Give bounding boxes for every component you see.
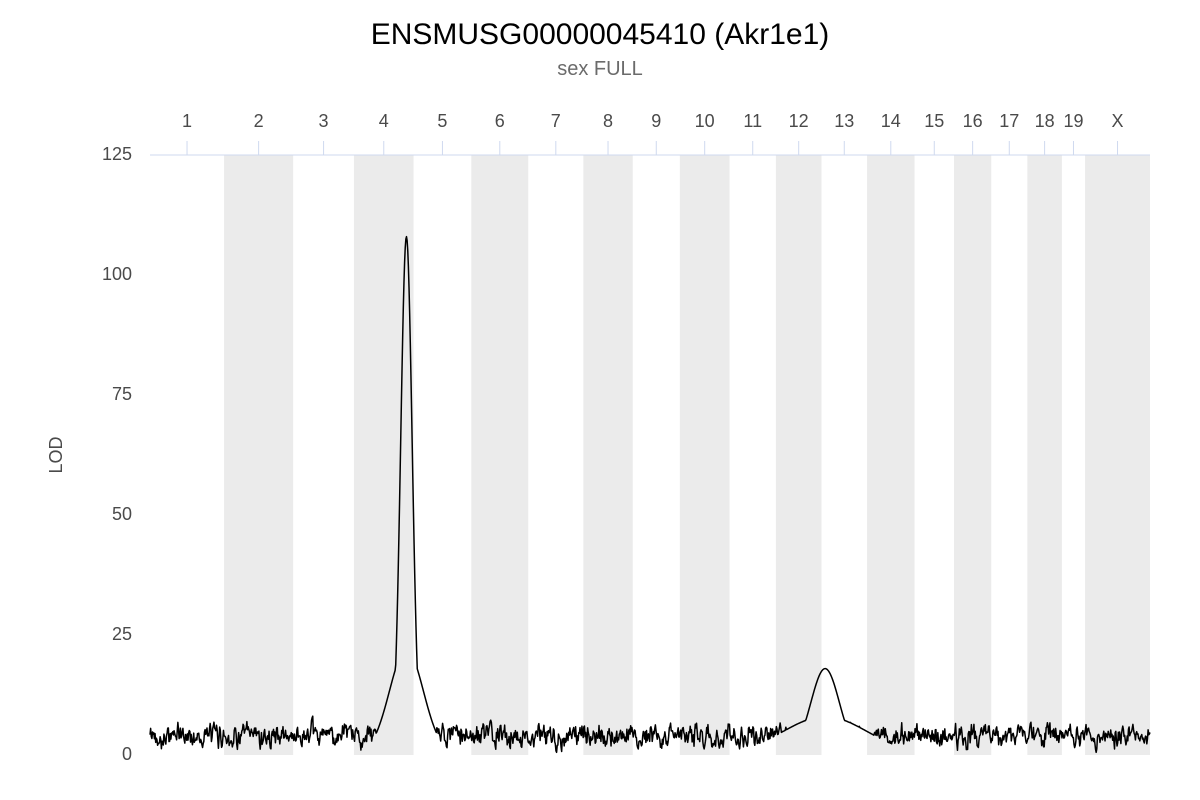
svg-text:X: X (1112, 111, 1124, 131)
svg-text:LOD: LOD (46, 436, 66, 473)
svg-text:125: 125 (102, 144, 132, 164)
svg-text:9: 9 (651, 111, 661, 131)
svg-text:7: 7 (551, 111, 561, 131)
svg-text:1: 1 (182, 111, 192, 131)
svg-text:100: 100 (102, 264, 132, 284)
svg-text:11: 11 (743, 111, 762, 131)
svg-text:75: 75 (112, 384, 132, 404)
svg-text:25: 25 (112, 624, 132, 644)
chart-subtitle: sex FULL (0, 58, 1200, 81)
svg-text:18: 18 (1035, 111, 1055, 131)
svg-text:50: 50 (112, 504, 132, 524)
svg-text:6: 6 (495, 111, 505, 131)
svg-text:13: 13 (834, 111, 854, 131)
lod-chart: 0255075100125LOD123456789101112131415161… (0, 0, 1200, 800)
svg-text:5: 5 (437, 111, 447, 131)
svg-text:12: 12 (789, 111, 809, 131)
chart-title: ENSMUSG00000045410 (Akr1e1) (0, 18, 1200, 52)
svg-text:14: 14 (881, 111, 901, 131)
svg-text:19: 19 (1063, 111, 1083, 131)
svg-text:0: 0 (122, 744, 132, 764)
svg-text:15: 15 (924, 111, 944, 131)
svg-text:2: 2 (254, 111, 264, 131)
svg-text:16: 16 (963, 111, 983, 131)
svg-text:4: 4 (379, 111, 389, 131)
svg-text:10: 10 (695, 111, 715, 131)
svg-text:8: 8 (603, 111, 613, 131)
svg-text:17: 17 (999, 111, 1019, 131)
svg-text:3: 3 (319, 111, 329, 131)
